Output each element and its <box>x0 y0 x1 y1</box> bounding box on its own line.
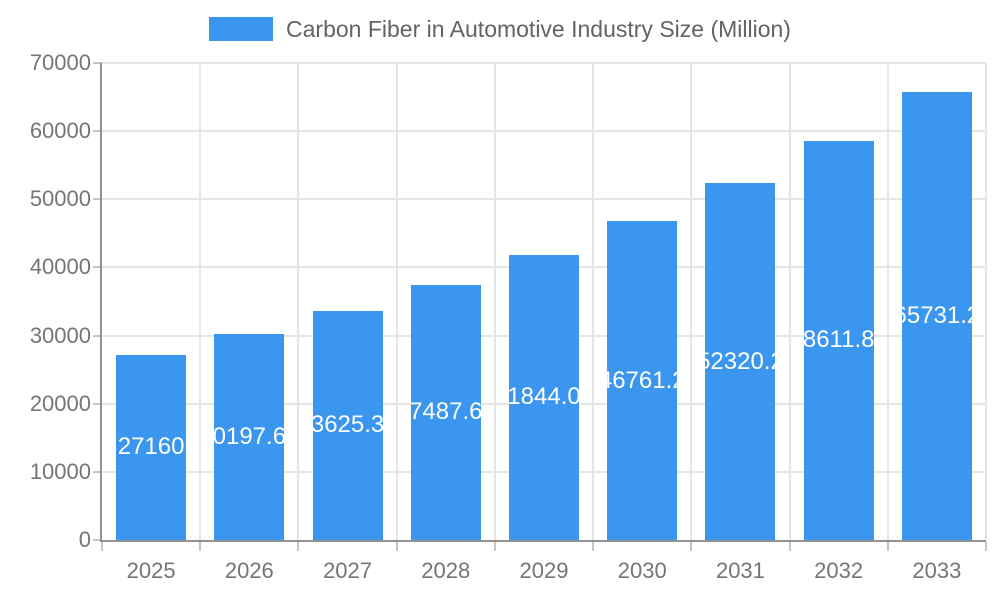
bar-value-label: 37487.61 <box>410 398 481 426</box>
legend-label: Carbon Fiber in Automotive Industry Size… <box>286 15 791 42</box>
x-axis-line <box>100 540 986 542</box>
gridline-horizontal <box>102 62 986 64</box>
x-axis-tick <box>592 542 595 551</box>
gridline-vertical <box>985 63 987 540</box>
bar-value-label: 52320.2 <box>705 347 775 375</box>
x-axis-category-label: 2032 <box>814 558 864 583</box>
x-axis-tick <box>985 542 987 551</box>
y-axis-tick <box>93 402 102 405</box>
y-axis-tick <box>93 470 102 473</box>
x-axis-tick <box>395 542 398 551</box>
x-axis-category-label: 2027 <box>323 558 373 583</box>
y-axis-tick-label: 0 <box>78 527 91 552</box>
bar-value-label: 30197.68 <box>214 423 285 451</box>
x-axis-category-label: 2025 <box>126 558 176 583</box>
bar-2031[interactable]: 52320.2 <box>705 183 776 540</box>
x-axis-category-label: 2030 <box>617 558 667 583</box>
bar-value-label: 33625.37 <box>312 411 383 439</box>
bar-2027[interactable]: 33625.37 <box>312 310 383 540</box>
y-axis-tick <box>93 198 102 201</box>
x-axis-category-label: 2031 <box>715 558 765 583</box>
x-axis-tick <box>199 542 202 551</box>
bar-2033[interactable]: 65731.2 <box>901 92 972 540</box>
x-axis-category-label: 2028 <box>421 558 471 583</box>
x-axis-category-label: 2026 <box>224 558 274 583</box>
x-axis-tick <box>101 542 103 551</box>
legend-swatch <box>209 17 274 41</box>
bar-2032[interactable]: 58611.87 <box>803 140 874 540</box>
y-axis-tick-label: 40000 <box>29 254 91 280</box>
x-axis-category-label: 2029 <box>519 558 569 583</box>
gridline-vertical <box>788 63 791 540</box>
x-axis-category-label: 2033 <box>912 558 962 583</box>
x-axis-tick <box>788 542 791 551</box>
y-axis-tick <box>93 334 102 337</box>
gridline-vertical <box>592 63 595 540</box>
bar-2026[interactable]: 30197.68 <box>214 334 285 540</box>
bar-value-label: 27160 <box>117 433 185 461</box>
bar-value-label: 46761.2 <box>607 366 677 394</box>
gridline-vertical <box>493 63 496 540</box>
bar-value-label: 65731.2 <box>902 302 972 330</box>
y-axis-tick-label: 50000 <box>29 186 91 212</box>
gridline-horizontal <box>102 130 986 133</box>
x-axis-tick <box>886 542 889 551</box>
gridline-vertical <box>297 63 300 540</box>
x-axis-tick <box>493 542 496 551</box>
gridline-vertical <box>395 63 398 540</box>
y-axis-tick-label: 30000 <box>29 322 91 348</box>
gridline-horizontal <box>102 198 986 201</box>
legend[interactable]: Carbon Fiber in Automotive Industry Size… <box>0 14 1000 44</box>
bar-value-label: 58611.87 <box>803 326 874 354</box>
y-axis-tick-label: 20000 <box>29 390 91 416</box>
bar-2029[interactable]: 41844.02 <box>509 254 579 540</box>
bar-2028[interactable]: 37487.61 <box>410 284 481 540</box>
x-axis-tick <box>297 542 300 551</box>
y-axis-tick <box>93 62 102 64</box>
y-axis-tick <box>93 539 102 541</box>
bar-2030[interactable]: 46761.2 <box>607 221 678 540</box>
y-axis-tick-label: 60000 <box>29 118 91 144</box>
gridline-vertical <box>690 63 693 540</box>
y-axis-tick <box>93 130 102 133</box>
y-axis-tick <box>93 266 102 269</box>
gridline-vertical <box>886 63 889 540</box>
y-axis-tick-label: 70000 <box>29 50 91 75</box>
x-axis-tick <box>690 542 693 551</box>
gridline-vertical <box>199 63 202 540</box>
bar-value-label: 41844.02 <box>509 383 579 411</box>
y-axis-line <box>100 63 102 542</box>
bar-2025[interactable]: 27160 <box>116 354 187 540</box>
y-axis-tick-label: 10000 <box>29 458 91 484</box>
